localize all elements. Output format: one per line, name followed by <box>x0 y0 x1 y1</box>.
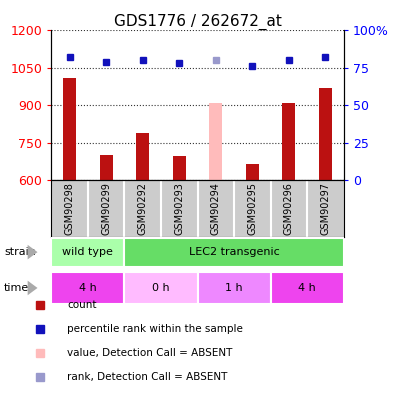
Text: LEC2 transgenic: LEC2 transgenic <box>189 247 279 257</box>
Text: GSM90298: GSM90298 <box>65 182 75 235</box>
Text: GSM90293: GSM90293 <box>174 182 184 235</box>
Text: 1 h: 1 h <box>225 283 243 293</box>
Text: wild type: wild type <box>62 247 113 257</box>
Bar <box>282 103 295 180</box>
Bar <box>100 155 113 180</box>
Text: GSM90292: GSM90292 <box>138 182 148 235</box>
Text: GSM90294: GSM90294 <box>211 182 221 235</box>
Text: 4 h: 4 h <box>79 283 97 293</box>
Text: count: count <box>67 300 97 310</box>
Text: 0 h: 0 h <box>152 283 170 293</box>
FancyBboxPatch shape <box>51 272 124 304</box>
FancyBboxPatch shape <box>271 272 344 304</box>
Text: strain: strain <box>4 247 36 257</box>
Text: percentile rank within the sample: percentile rank within the sample <box>67 324 243 334</box>
Text: time: time <box>4 283 29 293</box>
Bar <box>246 164 259 180</box>
Text: 4 h: 4 h <box>298 283 316 293</box>
Text: GSM90299: GSM90299 <box>101 182 111 235</box>
Text: GSM90295: GSM90295 <box>247 182 257 235</box>
Text: GSM90297: GSM90297 <box>320 182 330 235</box>
FancyBboxPatch shape <box>198 272 271 304</box>
Bar <box>136 133 149 180</box>
Text: rank, Detection Call = ABSENT: rank, Detection Call = ABSENT <box>67 372 228 382</box>
Bar <box>319 88 332 180</box>
Title: GDS1776 / 262672_at: GDS1776 / 262672_at <box>113 14 281 30</box>
FancyBboxPatch shape <box>51 237 124 267</box>
Bar <box>173 156 186 180</box>
Text: GSM90296: GSM90296 <box>284 182 294 235</box>
Text: value, Detection Call = ABSENT: value, Detection Call = ABSENT <box>67 348 233 358</box>
Bar <box>209 103 222 180</box>
FancyBboxPatch shape <box>124 272 198 304</box>
Bar <box>63 78 76 180</box>
FancyBboxPatch shape <box>124 237 344 267</box>
